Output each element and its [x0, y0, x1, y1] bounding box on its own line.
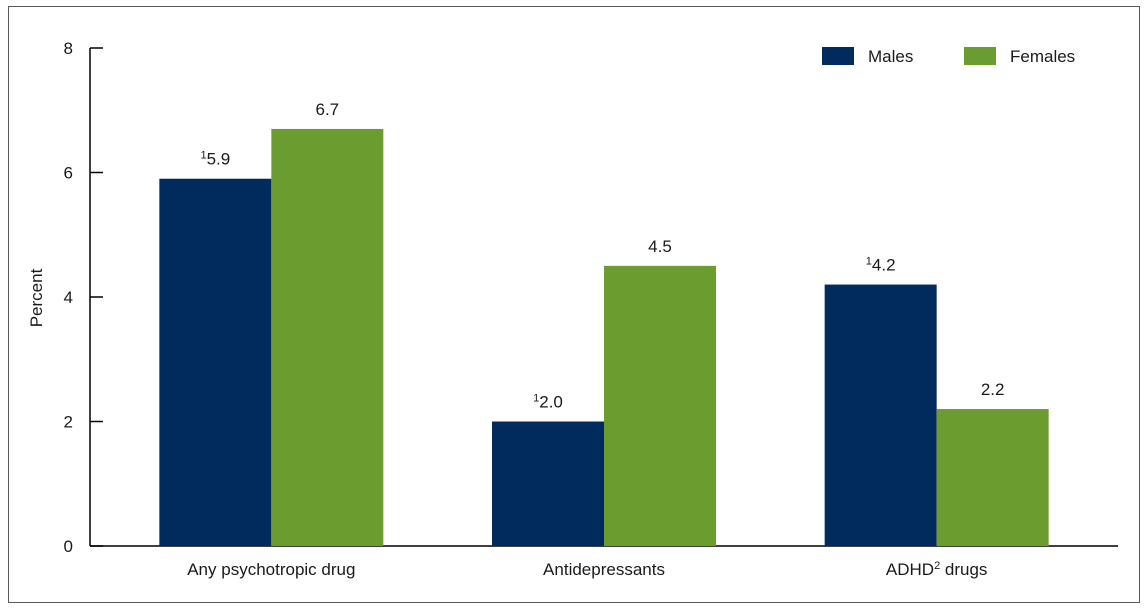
bar-males-2 — [824, 284, 937, 546]
data-label-males-0: 15.9 — [200, 150, 230, 169]
data-label-males-1: 12.0 — [533, 393, 563, 412]
y-tick-label: 6 — [64, 164, 73, 183]
y-axis-title-text: Percent — [27, 268, 46, 327]
legend-label-females: Females — [1010, 47, 1075, 66]
y-tick-label: 4 — [64, 288, 73, 307]
data-label-males-2: 14.2 — [866, 256, 896, 275]
legend-label-males: Males — [868, 47, 913, 66]
data-label-females-1: 4.5 — [648, 237, 672, 256]
chart-frame — [8, 6, 1140, 603]
legend: Males Females — [822, 47, 1075, 66]
bar-females-1 — [604, 265, 716, 546]
category-label-2: ADHD2 drugs — [886, 560, 988, 579]
bar-females-2 — [936, 409, 1049, 546]
bar-males-0 — [159, 178, 272, 546]
bar-males-1 — [492, 421, 604, 546]
y-axis-title: Percent — [27, 268, 46, 327]
bars — [159, 128, 1049, 547]
data-labels: 15.9 6.7 12.0 4.5 14.2 2.2 — [200, 100, 1004, 412]
y-tick-label: 8 — [64, 39, 73, 58]
y-tick-label: 2 — [64, 413, 73, 432]
data-label-females-0: 6.7 — [316, 100, 340, 119]
y-tick-label: 0 — [64, 537, 73, 556]
legend-swatch-females — [964, 47, 996, 65]
data-label-females-2: 2.2 — [981, 380, 1005, 399]
legend-swatch-males — [822, 47, 854, 65]
category-label-0: Any psychotropic drug — [187, 560, 355, 579]
category-labels: Any psychotropic drug Antidepressants ADHD… — [187, 560, 987, 579]
bar-females-0 — [271, 128, 384, 547]
category-label-1: Antidepressants — [543, 560, 665, 579]
